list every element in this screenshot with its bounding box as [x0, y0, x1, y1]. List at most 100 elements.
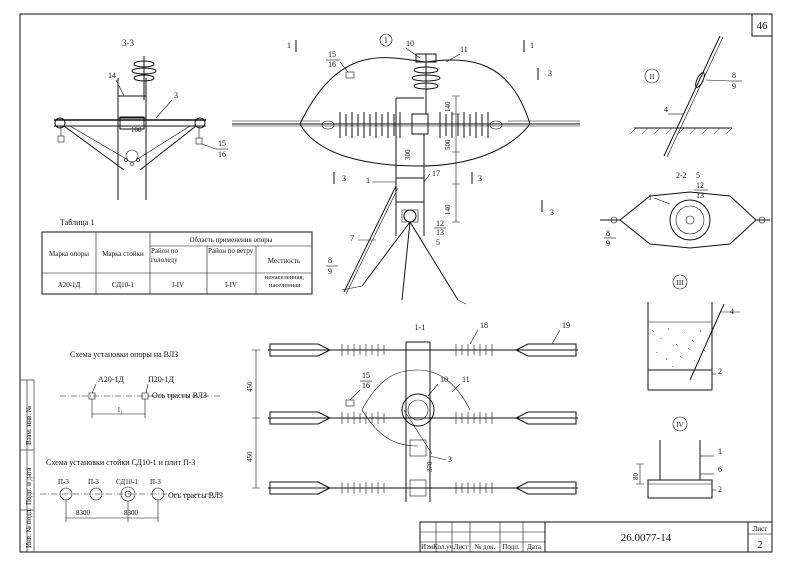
table-cell-sd10: СД10-1 — [112, 281, 134, 289]
view-I-marker: I — [385, 36, 388, 45]
callout-8-b: 8 — [732, 71, 736, 80]
callout-1-c: 1 — [718, 447, 722, 456]
table-cell-a20: А20-1Д — [58, 281, 81, 289]
dim-l1: l₁ — [118, 406, 122, 414]
table-sub-mestnost: Местность — [268, 257, 300, 265]
table-sub-gololed: Район по гололеду — [151, 247, 178, 264]
callout-8-a: 8 — [328, 256, 332, 265]
sheet-number: 2 — [757, 539, 763, 551]
table-cell-veter: I-IV — [225, 281, 237, 289]
dim-450-b: 450 — [246, 451, 254, 462]
callout-11-b: 11 — [462, 375, 470, 384]
dim-8300-b: 8300 — [124, 509, 139, 517]
main-elevation-view: I 1 1 3 3 3 3 — [232, 33, 580, 305]
section-3-3-view: 3-3 100 14 3 15 — [54, 38, 228, 200]
table-sub-veter: Район по ветру — [208, 247, 253, 255]
sheet-frame — [19, 13, 773, 553]
callout-1-b: 1 — [648, 193, 652, 202]
cut-mark-3-a: 3 — [548, 69, 552, 78]
page-number: 46 — [757, 20, 769, 32]
callout-15-a: 15 — [218, 139, 226, 148]
view-II-marker: II — [650, 73, 655, 81]
dim-140-b: 140 — [444, 204, 452, 215]
callout-14: 14 — [108, 71, 116, 80]
scheme-sd10: СД10-1 — [116, 478, 138, 486]
cut-mark-3-d: 3 — [550, 208, 554, 217]
cut-mark-1-a: 1 — [287, 41, 291, 50]
callout-11-a: 11 — [460, 45, 468, 54]
callout-16-a: 16 — [218, 150, 226, 159]
tb-col-data: Дата — [527, 543, 542, 551]
detail-II-view: II 8 9 4 — [629, 35, 742, 158]
section-1-1-view: 1-1 450 450 370 — [246, 321, 578, 502]
callout-15-b: 15 — [328, 50, 336, 59]
dim-8300-a: 8300 — [76, 509, 91, 517]
callout-12-a: 12 — [436, 219, 444, 228]
stamp-inv-podl: Инв. № подл. — [25, 508, 33, 548]
callout-3-b: 3 — [448, 455, 452, 464]
detail-III-view: III 4 2 — [647, 274, 740, 391]
table-1-caption: Таблица 1 — [60, 218, 94, 227]
callout-12-b: 12 — [696, 181, 704, 190]
tb-col-ndok: № док. — [475, 543, 496, 551]
section-2-2-label: 2-2 — [676, 171, 687, 180]
title-block: Изм. Кол.уч. Лист № док. Подп. Дата 26.0… — [419, 521, 773, 553]
callout-15-c: 15 — [362, 371, 370, 380]
scheme-p3-b: П-3 — [88, 478, 99, 486]
callout-7: 7 — [350, 234, 354, 243]
callout-9-a: 9 — [328, 267, 332, 276]
scheme-vlz-p20: П20-1Д — [148, 375, 174, 384]
cut-mark-3-c: 3 — [478, 174, 482, 183]
section-1-1-label: 1-1 — [415, 323, 426, 332]
callout-13-b: 13 — [696, 191, 704, 200]
scheme-vlz-a20: А20-1Д — [98, 375, 124, 384]
table-cell-gololed: I-IV — [172, 281, 184, 289]
doc-code: 26.0077-14 — [621, 532, 672, 544]
stamp-podp-data: Подп. и дата — [25, 467, 33, 505]
callout-13-a: 13 — [436, 228, 444, 237]
callout-16-c: 16 — [362, 381, 370, 390]
dim-100: 100 — [131, 126, 142, 134]
table-head-marka-stoyki: Марка стойки — [102, 250, 144, 258]
dim-80: 80 — [632, 473, 640, 481]
section-2-2-view: 2-2 1 5 12 13 8 9 — [600, 171, 770, 249]
table-cell-mestnost: ненаселенная, населенная — [265, 274, 304, 289]
callout-18: 18 — [480, 321, 488, 330]
cut-mark-1-b: 1 — [530, 41, 534, 50]
tb-col-izm: Изм. — [421, 543, 435, 551]
sheet-label: Лист — [753, 525, 768, 533]
table-head-oblast: Область применения опоры — [190, 236, 273, 244]
scheme-vlz-axis: Ось трассы ВЛЗ — [152, 391, 207, 400]
side-stamp: Инв. № подл. Подп. и дата Взам. инв. № — [19, 379, 35, 553]
section-3-3-label: 3-3 — [122, 38, 134, 48]
dim-450-a: 450 — [246, 381, 254, 392]
callout-10-b: 10 — [440, 375, 448, 384]
stamp-vzam-inv: Взам. инв. № — [25, 405, 33, 445]
dim-140-a: 140 — [444, 101, 452, 112]
callout-4-a: 4 — [664, 105, 668, 114]
tb-col-kol: Кол.уч. — [433, 543, 455, 551]
tb-col-list: Лист — [454, 543, 469, 551]
table-head-marka-opory: Марка опоры — [49, 250, 89, 258]
scheme-plates: Схема установки стойки СД10-1 и плит П-3… — [40, 458, 223, 522]
callout-2-a: 2 — [718, 367, 722, 376]
dim-370: 370 — [426, 461, 434, 472]
callout-9-b: 9 — [732, 82, 736, 91]
dim-500: 500 — [444, 139, 452, 150]
scheme-plates-axis: Ось трассы ВЛЗ — [168, 491, 223, 500]
callout-1-a: 1 — [366, 176, 370, 185]
scheme-plates-title: Схема установки стойки СД10-1 и плит П-3 — [46, 458, 195, 467]
callout-19: 19 — [562, 321, 570, 330]
callout-8-c: 8 — [606, 229, 610, 238]
callout-10-a: 10 — [406, 39, 414, 48]
callout-6: 6 — [718, 465, 722, 474]
cut-mark-3-b: 3 — [342, 174, 346, 183]
callout-9-c: 9 — [606, 239, 610, 248]
callout-5-a: 5 — [436, 238, 440, 247]
dim-300: 300 — [404, 149, 412, 160]
callout-16-b: 16 — [328, 60, 336, 69]
callout-3-a: 3 — [174, 91, 178, 100]
view-IV-marker: IV — [676, 421, 683, 429]
scheme-vlz-title: Схема установки опоры на ВЛЗ — [70, 350, 178, 359]
